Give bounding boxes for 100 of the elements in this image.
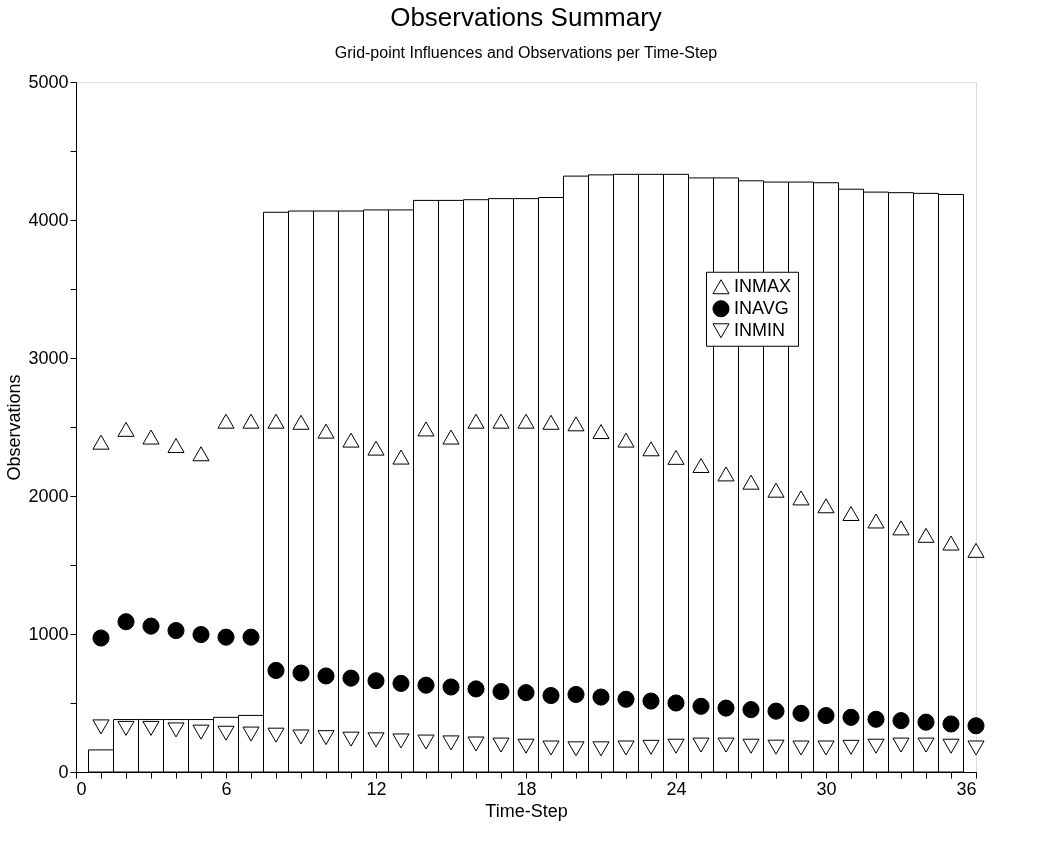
point <box>792 490 810 506</box>
point <box>717 466 735 482</box>
point <box>142 720 160 736</box>
point <box>467 680 485 698</box>
point <box>767 739 785 755</box>
point <box>117 720 135 736</box>
point <box>542 414 560 430</box>
point <box>817 498 835 514</box>
point <box>292 729 310 745</box>
x-tick-label: 36 <box>956 778 977 799</box>
point <box>392 674 410 692</box>
point <box>842 708 860 726</box>
legend-label: INAVG <box>734 297 789 318</box>
point <box>917 737 935 753</box>
point <box>267 727 285 743</box>
point <box>592 688 610 706</box>
point <box>167 438 185 453</box>
point <box>317 423 335 439</box>
x-tick-label: 12 <box>366 778 387 799</box>
y-tick-label: 0 <box>58 761 69 782</box>
x-tick-label: 0 <box>76 778 87 799</box>
point <box>817 707 835 725</box>
point <box>517 684 535 702</box>
point <box>467 413 485 429</box>
point <box>967 542 985 558</box>
point <box>367 440 385 456</box>
point <box>217 628 235 646</box>
point <box>467 736 485 752</box>
point <box>442 678 460 696</box>
point <box>192 446 210 462</box>
point <box>267 661 285 679</box>
point <box>917 527 935 543</box>
point <box>642 441 660 457</box>
point <box>542 740 560 756</box>
x-axis-title: Time-Step <box>485 800 568 821</box>
y-tick-label: 2000 <box>28 485 69 506</box>
x-tick-label: 6 <box>221 778 232 799</box>
point <box>667 694 685 712</box>
point <box>942 535 960 551</box>
point <box>617 690 635 708</box>
point <box>742 474 760 490</box>
point <box>517 413 535 429</box>
point <box>892 520 910 536</box>
point <box>942 738 960 754</box>
point <box>492 737 510 753</box>
point <box>342 731 360 747</box>
point <box>767 482 785 498</box>
point <box>667 449 685 465</box>
point <box>967 740 985 756</box>
point <box>592 741 610 757</box>
point <box>142 429 160 445</box>
point <box>567 741 585 757</box>
point <box>842 739 860 755</box>
point <box>742 701 760 719</box>
point <box>342 669 360 687</box>
point <box>692 697 710 715</box>
point <box>692 737 710 753</box>
point <box>642 692 660 710</box>
point <box>717 699 735 717</box>
point <box>167 622 185 640</box>
point <box>417 421 435 437</box>
point <box>392 733 410 749</box>
point <box>642 739 660 755</box>
x-tick-label: 30 <box>816 778 837 799</box>
legend-label: INMIN <box>734 319 785 340</box>
point <box>292 664 310 682</box>
point <box>842 506 860 522</box>
point <box>117 613 135 631</box>
point <box>92 629 110 647</box>
point <box>942 715 960 733</box>
point <box>392 449 410 465</box>
point <box>167 722 185 738</box>
point <box>292 414 310 430</box>
x-tick-label: 24 <box>666 778 687 799</box>
point <box>192 724 210 740</box>
point <box>667 738 685 754</box>
point <box>817 740 835 756</box>
point <box>317 667 335 685</box>
point <box>567 416 585 432</box>
point <box>867 710 885 728</box>
point <box>342 432 360 448</box>
point <box>892 737 910 753</box>
point <box>92 434 110 450</box>
point <box>517 738 535 754</box>
x-tick-label: 18 <box>516 778 537 799</box>
point <box>767 702 785 720</box>
chart-title: Observations Summary <box>390 2 662 32</box>
y-tick-label: 5000 <box>28 71 69 92</box>
point <box>492 413 510 429</box>
point <box>742 738 760 754</box>
point <box>117 421 135 437</box>
point <box>217 413 235 429</box>
point <box>492 683 510 701</box>
point <box>217 725 235 741</box>
legend-label: INMAX <box>734 275 792 296</box>
y-tick-label: 1000 <box>28 623 69 644</box>
y-tick-label: 4000 <box>28 209 69 230</box>
point <box>567 685 585 703</box>
point <box>692 458 710 473</box>
point <box>442 429 460 445</box>
